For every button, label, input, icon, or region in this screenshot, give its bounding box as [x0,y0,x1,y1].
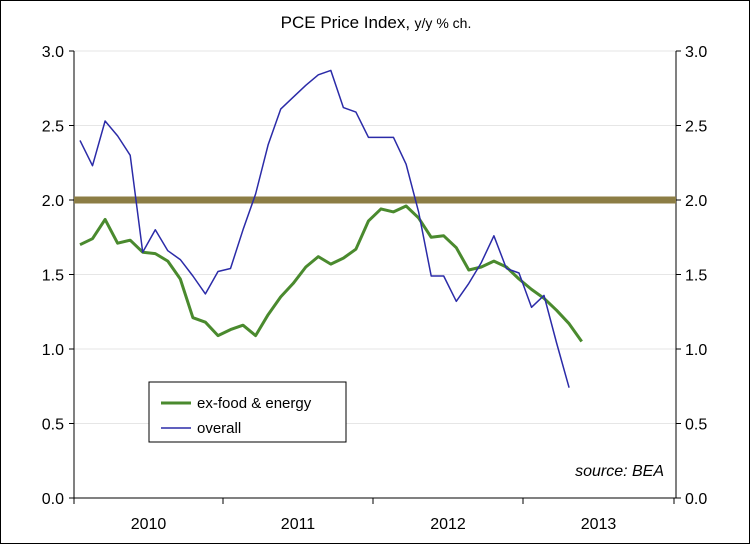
chart-title: PCE Price Index, y/y % ch. [281,13,472,32]
x-tick-label: 2013 [581,516,617,533]
y-tick-label-left: 1.0 [42,342,64,359]
x-tick-label: 2012 [430,516,466,533]
y-tick-label-left: 3.0 [42,44,64,61]
y-tick-label-right: 2.5 [685,119,707,136]
legend: ex-food & energy overall [148,381,347,443]
y-tick-label-right: 1.5 [685,268,707,285]
y-tick-label-left: 1.5 [42,268,64,285]
series-layer [79,69,583,388]
series-line-overall [79,69,570,388]
axes: 0.0 0.0 0.5 0.5 1.0 1.0 1.5 1.5 2.0 2.0 2.5 2.5 3.0 3… [42,44,708,533]
grid [74,50,676,424]
x-tick-label: 2010 [131,516,167,533]
y-tick-label-right: 3.0 [685,44,707,61]
y-tick-label-left: 0.0 [42,491,64,508]
y-tick-label-right: 0.5 [685,417,707,434]
y-tick-label-left: 2.0 [42,193,64,210]
series-line-ex-food-energy [79,204,583,343]
legend-label-overall: overall [197,420,241,437]
y-tick-label-left: 0.5 [42,417,64,434]
y-tick-label-right: 1.0 [685,342,707,359]
y-tick-label-right: 2.0 [685,193,707,210]
source-annotation: source: BEA [575,463,664,480]
y-tick-label-left: 2.5 [42,119,64,136]
legend-label-ex-food-energy: ex-food & energy [197,395,312,412]
legend-box [148,381,347,443]
y-tick-label-right: 0.0 [685,491,707,508]
x-tick-label: 2011 [281,516,316,533]
